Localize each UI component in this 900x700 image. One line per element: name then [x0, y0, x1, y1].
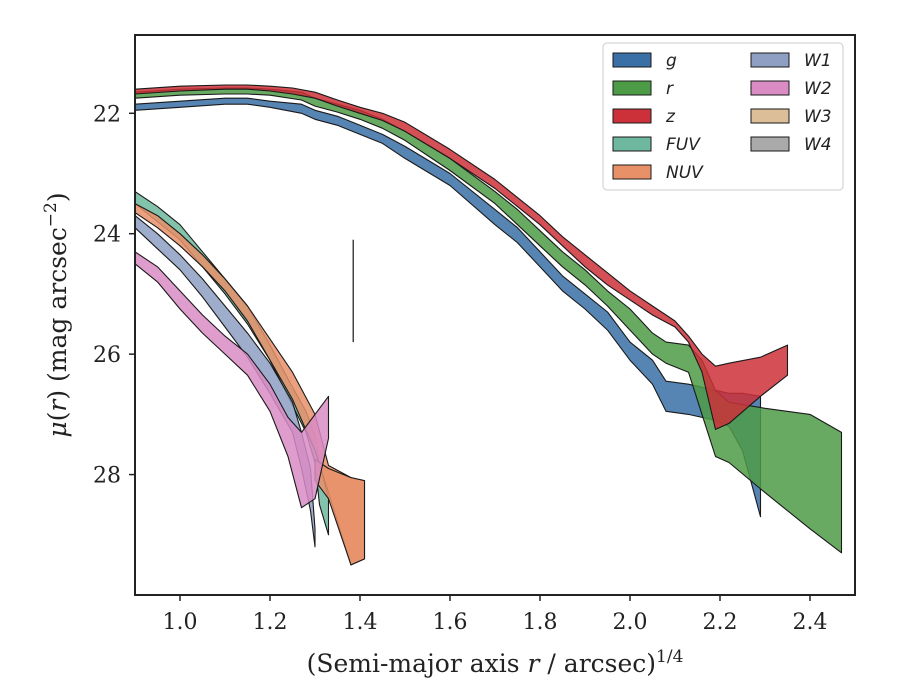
legend-swatch: [750, 136, 790, 152]
legend-swatch: [612, 164, 652, 180]
x-axis-label-mid: / arcsec): [539, 649, 656, 678]
x-tick-label: 1.0: [163, 610, 198, 635]
legend-label: NUV: [666, 163, 704, 183]
legend-box: [602, 42, 844, 191]
legend-label: W4: [804, 135, 832, 155]
y-axis-ticks: 22 24 26 28: [93, 102, 135, 489]
legend-label: W2: [804, 79, 832, 99]
y-tick-label: 26: [93, 343, 121, 368]
x-tick-label: 2.2: [703, 610, 738, 635]
legend-label: W3: [804, 107, 832, 127]
x-tick-label: 2.4: [793, 610, 828, 635]
legend-label: W1: [804, 51, 832, 71]
y-tick-label: 22: [93, 102, 121, 127]
band-layer: [135, 84, 843, 566]
y-axis-label-close: ) (mag arcsec: [43, 227, 72, 400]
x-tick-label: 1.4: [343, 610, 378, 635]
band-w1: [135, 215, 316, 548]
x-axis-label-sup: 1/4: [656, 647, 683, 667]
legend: grz FUV NUV W1 W2 W3 W4: [602, 42, 844, 191]
legend-swatch: [750, 80, 790, 96]
band-z: [135, 84, 789, 430]
legend-swatch: [750, 52, 790, 68]
x-axis-label-var: r: [528, 649, 542, 678]
x-axis-label: (Semi-major axis r / arcsec)1/4: [307, 647, 684, 678]
plot-area-frame: [134, 34, 856, 596]
legend-label: FUV: [666, 135, 701, 155]
band-w2: [135, 251, 330, 509]
x-axis-label-main: (Semi-major axis: [307, 649, 528, 678]
y-axis-label-mu: μ: [43, 421, 72, 437]
x-tick-label: 2.0: [613, 610, 648, 635]
band-nuv-tail: [314, 458, 366, 566]
x-axis-ticks: 1.0 1.2 1.4 1.6 1.8 2.0 2.2 2.4: [163, 595, 828, 635]
band-g: [135, 97, 762, 518]
y-tick-label: 28: [93, 464, 121, 489]
legend-label: g: [666, 51, 677, 71]
y-axis-label-sup: −2: [41, 202, 61, 227]
legend-swatch: [612, 52, 652, 68]
y-axis-label-var: r: [43, 398, 72, 412]
y-axis-label-open: (: [43, 412, 72, 422]
legend-swatch: [750, 108, 790, 124]
x-tick-label: 1.8: [523, 610, 558, 635]
legend-swatch: [612, 136, 652, 152]
y-tick-label: 24: [93, 223, 121, 248]
y-axis-label: μ(r) (mag arcsec−2): [41, 192, 72, 437]
x-tick-label: 1.6: [433, 610, 468, 635]
legend-label: z: [665, 107, 676, 127]
x-tick-label: 1.2: [253, 610, 288, 635]
legend-swatch: [612, 108, 652, 124]
legend-swatch: [612, 80, 652, 96]
y-axis-label-end: ): [43, 192, 72, 202]
legend-label: r: [666, 79, 674, 99]
